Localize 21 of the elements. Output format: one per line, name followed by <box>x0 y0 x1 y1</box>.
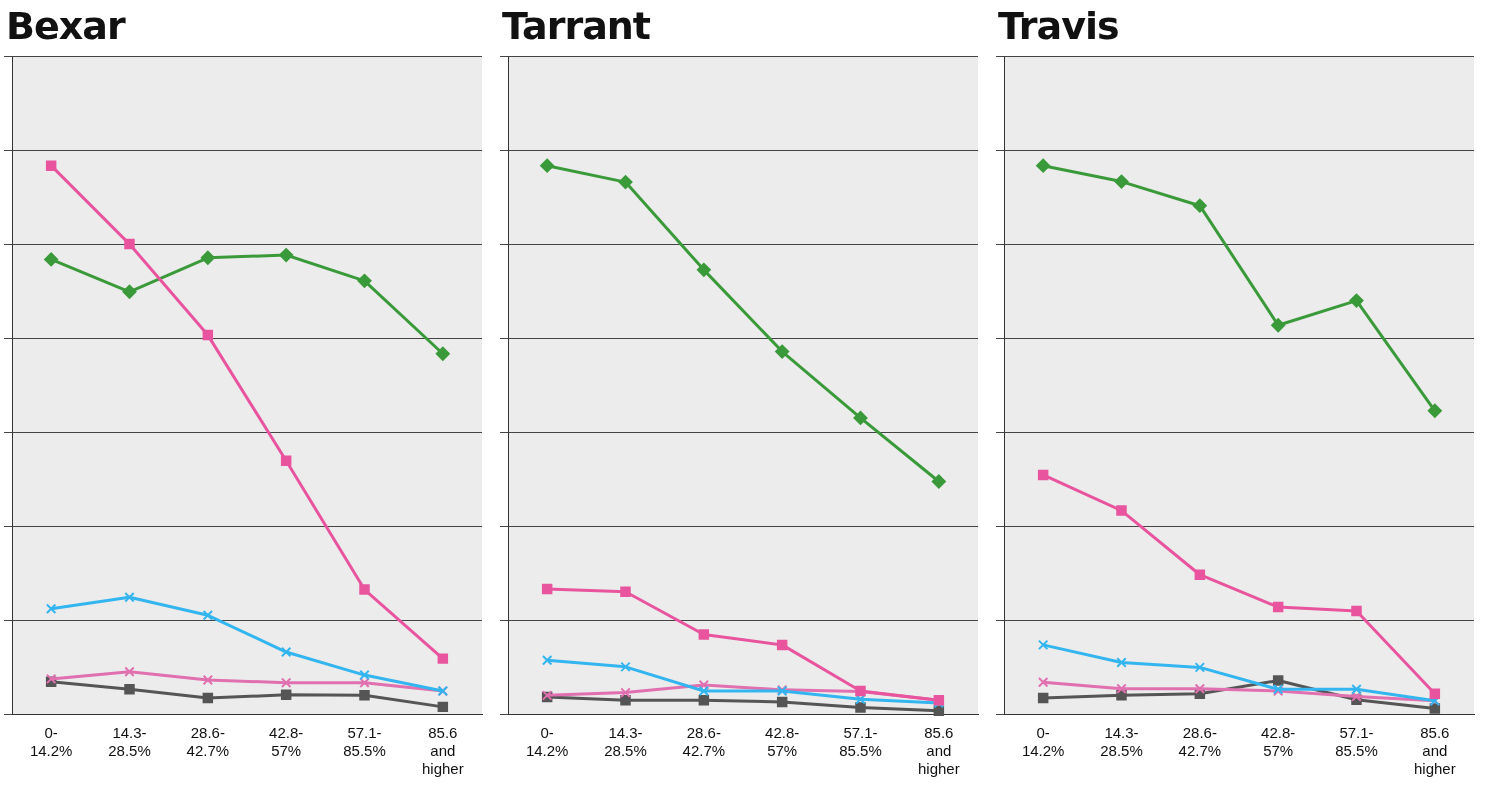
x-tick-label: 85.6 and higher <box>421 724 464 778</box>
x-tick-label: 14.3-28.5% <box>108 724 151 760</box>
x-tick-label: 57.1-85.5% <box>343 724 386 760</box>
x-tick-label: 85.6 and higher <box>1413 724 1456 778</box>
x-tick-label: 57.1-85.5% <box>839 724 882 760</box>
x-tick-label: 57.1-85.5% <box>1335 724 1378 760</box>
x-tick-label: 14.3-28.5% <box>1100 724 1143 760</box>
x-tick-label: 14.3-28.5% <box>604 724 647 760</box>
x-tick-label: 28.6-42.7% <box>682 724 726 760</box>
x-tick-label: 28.6-42.7% <box>186 724 230 760</box>
chart-title: Bexar <box>6 4 127 48</box>
x-tick-label: 28.6-42.7% <box>1178 724 1222 760</box>
x-tick-label: 85.6 and higher <box>917 724 960 778</box>
x-tick-label: 0-14.2% <box>525 724 569 760</box>
x-tick-label: 42.8-57% <box>269 724 304 760</box>
chart-title: Tarrant <box>502 4 651 48</box>
x-tick-label: 42.8-57% <box>1261 724 1296 760</box>
chart-title: Travis <box>998 4 1120 48</box>
x-tick-label: 0-14.2% <box>1021 724 1065 760</box>
x-tick-label: 0-14.2% <box>29 724 73 760</box>
x-tick-label: 42.8-57% <box>765 724 800 760</box>
